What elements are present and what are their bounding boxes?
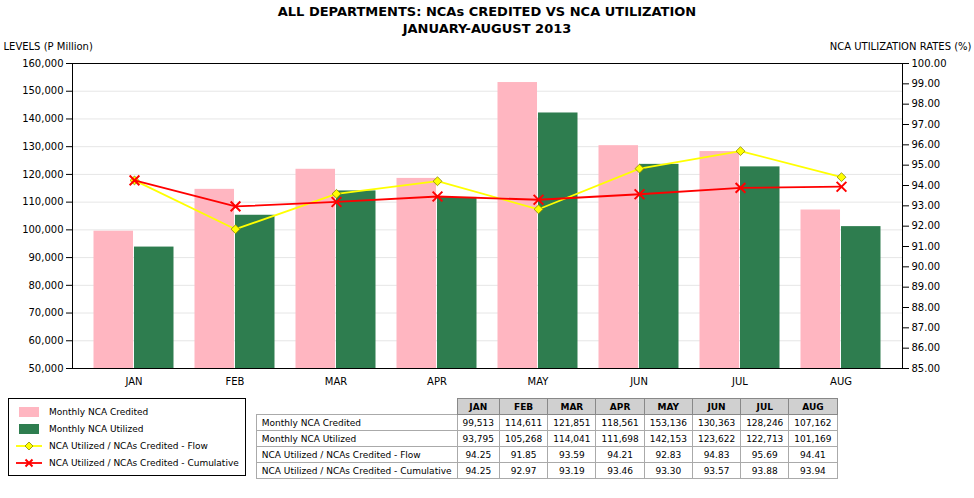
html-text:123,622: 123,622 — [697, 433, 736, 444]
html-text:94.41: 94.41 — [800, 449, 826, 460]
svg-text:91.00: 91.00 — [912, 241, 941, 252]
html-text:122,713: 122,713 — [746, 433, 784, 444]
html-text:121,851: 121,851 — [553, 417, 591, 428]
svg-text:MAR: MAR — [325, 376, 347, 387]
html-text:AUG: AUG — [802, 401, 824, 412]
svg-text:160,000: 160,000 — [22, 58, 63, 69]
html-text:NCA Utilized / NCAs Credited -: NCA Utilized / NCAs Credited - Cumulativ… — [261, 465, 452, 476]
svg-text:85.00: 85.00 — [912, 363, 941, 374]
svg-text:NCA UTILIZATION RATES (%): NCA UTILIZATION RATES (%) — [830, 41, 972, 52]
html-text:JANUARY-AUGUST 2013: JANUARY-AUGUST 2013 — [402, 21, 572, 36]
svg-text:98.00: 98.00 — [912, 98, 941, 109]
html-text:JAN: JAN — [469, 401, 488, 412]
html-text:NCA Utilized / NCAs Credited -: NCA Utilized / NCAs Credited - Cumulativ… — [49, 457, 239, 468]
svg-text:92.00: 92.00 — [912, 220, 941, 231]
html-text:93.46: 93.46 — [607, 465, 633, 476]
html-text:93.59: 93.59 — [559, 449, 585, 460]
html-text:93.30: 93.30 — [655, 465, 682, 476]
svg-text:80,000: 80,000 — [29, 280, 64, 291]
html-text:111,698: 111,698 — [601, 433, 639, 444]
html-text:118,561: 118,561 — [601, 417, 639, 428]
svg-text:100.00: 100.00 — [912, 58, 947, 69]
svg-text:86.00: 86.00 — [912, 342, 941, 353]
html-text:JUL: JUL — [756, 401, 773, 412]
html-text:142,153: 142,153 — [649, 433, 687, 444]
svg-text:96.00: 96.00 — [912, 139, 941, 150]
html-text:93,795: 93,795 — [462, 433, 494, 444]
html-text:93.94: 93.94 — [800, 465, 826, 476]
svg-text:93.00: 93.00 — [912, 200, 941, 211]
svg-text:AUG: AUG — [830, 376, 852, 387]
html-text:92.97: 92.97 — [510, 465, 537, 476]
svg-text:89.00: 89.00 — [912, 281, 941, 292]
svg-text:97.00: 97.00 — [912, 119, 941, 130]
html-text:94.21: 94.21 — [607, 449, 633, 460]
svg-text:94.00: 94.00 — [912, 180, 941, 191]
svg-text:120,000: 120,000 — [22, 169, 63, 180]
svg-text:95.00: 95.00 — [912, 159, 941, 170]
html-text:130,363: 130,363 — [697, 417, 736, 428]
html-text:JUN: JUN — [707, 401, 726, 412]
html-text:FEB: FEB — [514, 401, 534, 412]
html-text:MAR: MAR — [560, 401, 584, 412]
html-text:95.69: 95.69 — [751, 449, 778, 460]
html-text:MAY: MAY — [657, 401, 680, 412]
html-text:94.83: 94.83 — [703, 449, 730, 460]
html-text:128,246: 128,246 — [746, 417, 784, 428]
html-text:93.19: 93.19 — [559, 465, 585, 476]
html-text:Monthly NCA Utilized: Monthly NCA Utilized — [49, 423, 144, 434]
svg-text:87.00: 87.00 — [912, 322, 941, 333]
svg-text:50,000: 50,000 — [29, 363, 64, 374]
html-text:NCA Utilized / NCAs Credited -: NCA Utilized / NCAs Credited - Flow — [261, 449, 421, 460]
svg-text:110,000: 110,000 — [22, 196, 63, 207]
html-text:94.25: 94.25 — [465, 465, 492, 476]
html-text:153,136: 153,136 — [649, 417, 687, 428]
html-text:Monthly NCA Utilized: Monthly NCA Utilized — [261, 433, 357, 444]
html-text:93.57: 93.57 — [703, 465, 730, 476]
svg-text:LEVELS (P Million): LEVELS (P Million) — [4, 41, 93, 52]
html-text:99,513: 99,513 — [462, 417, 494, 428]
svg-text:FEB: FEB — [226, 376, 245, 387]
html-text:93.88: 93.88 — [751, 465, 778, 476]
svg-text:90,000: 90,000 — [29, 252, 64, 263]
svg-text:100,000: 100,000 — [22, 224, 63, 235]
html-text:107,162: 107,162 — [794, 417, 832, 428]
html-text:Monthly NCA Credited: Monthly NCA Credited — [261, 417, 361, 428]
html-text:91.85: 91.85 — [510, 449, 537, 460]
svg-text:JUN: JUN — [629, 376, 648, 387]
html-text:NCA Utilized / NCAs Credited -: NCA Utilized / NCAs Credited - Flow — [49, 440, 208, 451]
html-text:105,268: 105,268 — [505, 433, 543, 444]
svg-text:130,000: 130,000 — [22, 141, 63, 152]
svg-text:APR: APR — [427, 376, 447, 387]
html-text:114,041: 114,041 — [553, 433, 591, 444]
html-text:ALL DEPARTMENTS: NCAs CREDITED: ALL DEPARTMENTS: NCAs CREDITED VS NCA UT… — [277, 4, 697, 19]
html-text:114,611: 114,611 — [505, 417, 543, 428]
svg-text:MAY: MAY — [528, 376, 550, 387]
svg-text:99.00: 99.00 — [912, 78, 941, 89]
html-text:APR: APR — [609, 401, 631, 412]
html-text:101,169: 101,169 — [794, 433, 832, 444]
html-text:92.83: 92.83 — [655, 449, 682, 460]
svg-text:60,000: 60,000 — [29, 335, 64, 346]
svg-text:JUL: JUL — [731, 376, 748, 387]
html-text:94.25: 94.25 — [465, 449, 492, 460]
svg-text:JAN: JAN — [124, 376, 142, 387]
svg-text:140,000: 140,000 — [22, 113, 63, 124]
html-text:Monthly NCA Credited: Monthly NCA Credited — [49, 406, 149, 417]
svg-text:90.00: 90.00 — [912, 261, 941, 272]
svg-text:150,000: 150,000 — [22, 85, 63, 96]
svg-text:70,000: 70,000 — [29, 307, 64, 318]
svg-text:88.00: 88.00 — [912, 302, 941, 313]
